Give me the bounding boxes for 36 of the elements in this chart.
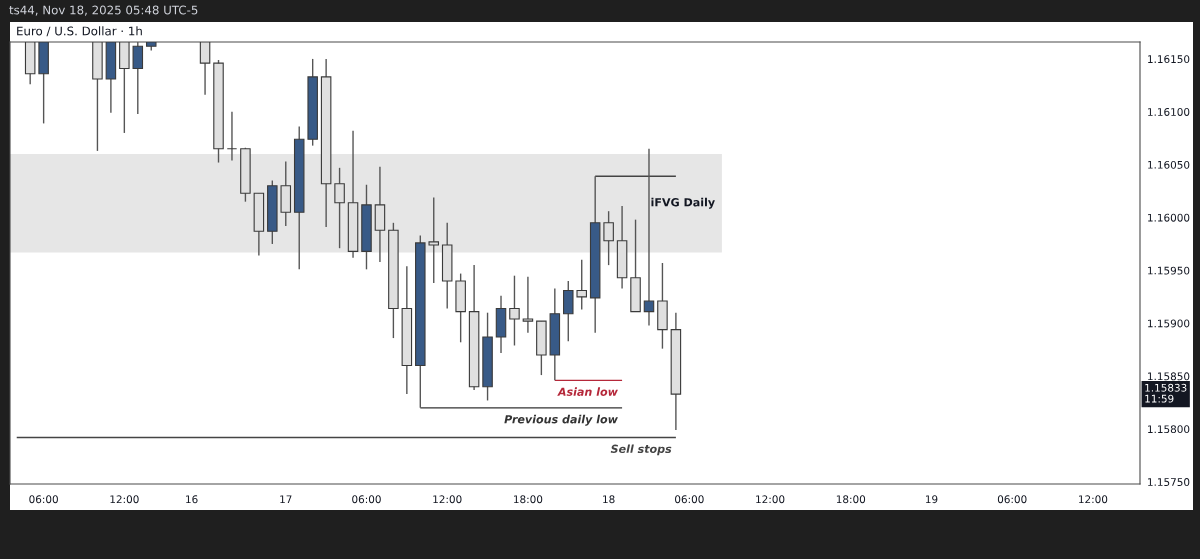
candlestick bbox=[226, 111, 238, 162]
band-label: iFVG Daily bbox=[651, 197, 715, 209]
series-label: Previous daily low bbox=[504, 414, 618, 426]
y-tick-label: 1.15950 bbox=[1148, 266, 1190, 275]
x-tick-label: 06:00 bbox=[675, 495, 704, 504]
series-label: Sell stops bbox=[610, 444, 672, 456]
x-tick-label: 18 bbox=[603, 495, 615, 504]
y-tick-label: 1.16150 bbox=[1148, 55, 1190, 64]
x-tick-label: 06:00 bbox=[29, 495, 58, 504]
x-tick-label: 18:00 bbox=[836, 495, 866, 504]
y-tick-label: 1.15900 bbox=[1148, 319, 1190, 328]
candlestick bbox=[563, 280, 574, 342]
x-tick-label: 18:00 bbox=[514, 495, 543, 504]
text: ts44, Nov 18, 2025 05:48 UTC-5 bbox=[9, 5, 198, 16]
x-tick-label: 12:00 bbox=[1079, 495, 1108, 504]
candlestick bbox=[576, 259, 587, 311]
y-tick-label: 1.16050 bbox=[1148, 160, 1190, 169]
x-tick-label: 12:00 bbox=[110, 495, 139, 504]
x-tick-label: 06:00 bbox=[997, 495, 1027, 504]
x-tick-label: 12:00 bbox=[756, 495, 785, 504]
text: 1.15833 11:59 bbox=[1145, 383, 1187, 403]
chart-title: Euro / U.S. Dollar · 1h bbox=[17, 26, 142, 37]
y-tick-label: 1.15800 bbox=[1148, 425, 1190, 434]
x-tick-label: 17 bbox=[280, 495, 292, 504]
x-tick-label: 06:00 bbox=[352, 495, 381, 504]
x-tick-label: 16 bbox=[186, 495, 198, 504]
y-tick-label: 1.16100 bbox=[1148, 108, 1190, 116]
y-tick-label: 1.15750 bbox=[1148, 478, 1190, 486]
candlestick bbox=[334, 167, 345, 249]
y-tick-label: 1.15850 bbox=[1148, 372, 1190, 381]
x-tick-label: 12:00 bbox=[433, 495, 462, 504]
candlestick bbox=[522, 276, 534, 334]
x-tick-label: 19 bbox=[926, 495, 938, 504]
y-tick-label: 1.16000 bbox=[1148, 213, 1190, 222]
series-label: Asian low bbox=[557, 387, 618, 396]
candlestick bbox=[509, 274, 520, 347]
